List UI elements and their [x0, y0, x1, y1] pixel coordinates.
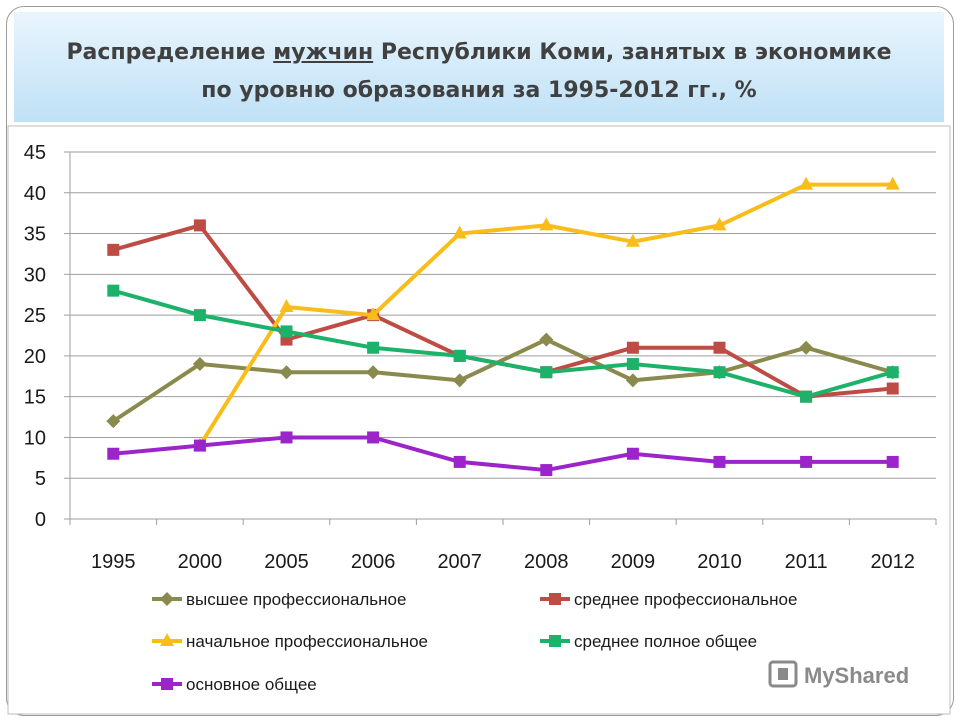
data-point — [366, 307, 381, 321]
data-point — [280, 325, 293, 338]
data-point — [886, 455, 899, 468]
legend-swatch-marker — [161, 678, 173, 690]
data-point — [799, 176, 814, 190]
data-point — [107, 284, 120, 297]
watermark-icon-inner — [778, 668, 788, 680]
data-point — [193, 309, 206, 322]
data-point — [626, 447, 639, 460]
x-tick-label: 1995 — [91, 551, 136, 573]
legend: высшее профессиональное среднее профессио… — [152, 590, 797, 694]
x-tick-label: 2005 — [264, 551, 309, 573]
data-point — [367, 431, 380, 444]
title-line1-pre: Распределение — [66, 40, 274, 65]
x-tick-label: 2009 — [611, 551, 656, 573]
legend-item: среднее профессиональное — [540, 590, 797, 609]
data-point — [799, 340, 814, 355]
data-point — [107, 243, 120, 256]
legend-swatch-marker — [160, 592, 174, 606]
data-point — [453, 349, 466, 362]
data-point — [279, 365, 294, 380]
y-axis-ticks: 0 5 10 15 20 25 30 35 40 45 — [24, 142, 46, 531]
x-axis-ticks: 1995 2000 2005 2006 2007 2008 2009 2010 2011 2012 — [91, 551, 915, 573]
y-tick-label: 35 — [24, 224, 46, 246]
data-point — [712, 217, 727, 231]
legend-item: начальное профессиональное — [152, 632, 428, 651]
x-tick-label: 2011 — [785, 551, 828, 573]
series-lines — [106, 176, 900, 477]
data-point — [366, 365, 381, 380]
x-tick-label: 2006 — [351, 551, 396, 573]
data-point — [107, 447, 120, 460]
y-tick-label: 10 — [24, 427, 46, 449]
data-point — [713, 455, 726, 468]
legend-item: высшее профессиональное — [152, 590, 406, 609]
watermark-text: MyShared — [804, 663, 909, 688]
x-tick-label: 2008 — [524, 551, 569, 573]
legend-swatch-marker — [549, 635, 561, 647]
legend-item: среднее полное общее — [540, 632, 757, 651]
series-line — [112, 288, 894, 399]
legend-swatch-marker — [549, 593, 561, 605]
data-point — [279, 298, 294, 312]
y-tick-label: 20 — [24, 346, 46, 368]
data-point — [540, 366, 553, 379]
data-point — [713, 341, 726, 354]
chart-title: Распределение мужчин Республики Коми, за… — [14, 34, 944, 110]
data-point — [713, 366, 726, 379]
data-point — [540, 464, 553, 477]
x-tick-label: 2012 — [870, 551, 915, 573]
y-tick-label: 0 — [35, 509, 46, 531]
legend-label: основное общее — [186, 675, 317, 694]
data-point — [453, 455, 466, 468]
data-point — [626, 341, 639, 354]
data-point — [106, 414, 121, 429]
legend-swatch-marker — [160, 633, 174, 646]
chart-area — [7, 125, 951, 715]
data-point — [193, 219, 206, 232]
series-4 — [107, 284, 899, 403]
data-point — [452, 373, 467, 388]
y-tick-label: 40 — [24, 183, 46, 205]
y-tick-label: 25 — [24, 305, 46, 327]
x-tick-label: 2007 — [437, 551, 482, 573]
title-underlined-word: мужчин — [273, 40, 374, 65]
legend-label: высшее профессиональное — [186, 590, 406, 609]
legend-label: начальное профессиональное — [186, 632, 428, 651]
data-point — [280, 431, 293, 444]
y-tick-label: 45 — [24, 142, 46, 164]
data-point — [626, 358, 639, 371]
legend-item: основное общее — [152, 675, 317, 694]
series-line — [112, 337, 894, 423]
series-5 — [107, 431, 899, 477]
watermark-icon — [768, 660, 798, 688]
legend-label: среднее профессиональное — [574, 590, 797, 609]
title-line1-post: Республики Коми, занятых в экономике — [373, 40, 892, 65]
data-point — [800, 390, 813, 403]
data-point — [193, 439, 206, 452]
series-line — [113, 435, 893, 473]
y-tick-label: 30 — [24, 264, 46, 286]
data-point — [886, 366, 899, 379]
y-tick-label: 5 — [35, 468, 46, 490]
y-tick-label: 15 — [24, 387, 46, 409]
gridlines — [64, 151, 937, 525]
data-point — [800, 455, 813, 468]
title-line2: по уровню образования за 1995-2012 гг., … — [201, 78, 757, 103]
title-banner — [14, 12, 944, 122]
data-point — [192, 357, 207, 372]
data-point — [625, 233, 640, 247]
data-point — [539, 332, 554, 347]
data-point — [452, 225, 467, 239]
watermark: MyShared — [768, 660, 909, 688]
data-point — [367, 341, 380, 354]
data-point — [539, 217, 554, 231]
data-point — [885, 176, 900, 190]
x-tick-label: 2000 — [178, 551, 223, 573]
legend-label: среднее полное общее — [574, 632, 757, 651]
data-point — [625, 373, 640, 388]
x-tick-label: 2010 — [697, 551, 742, 573]
data-point — [886, 382, 899, 395]
